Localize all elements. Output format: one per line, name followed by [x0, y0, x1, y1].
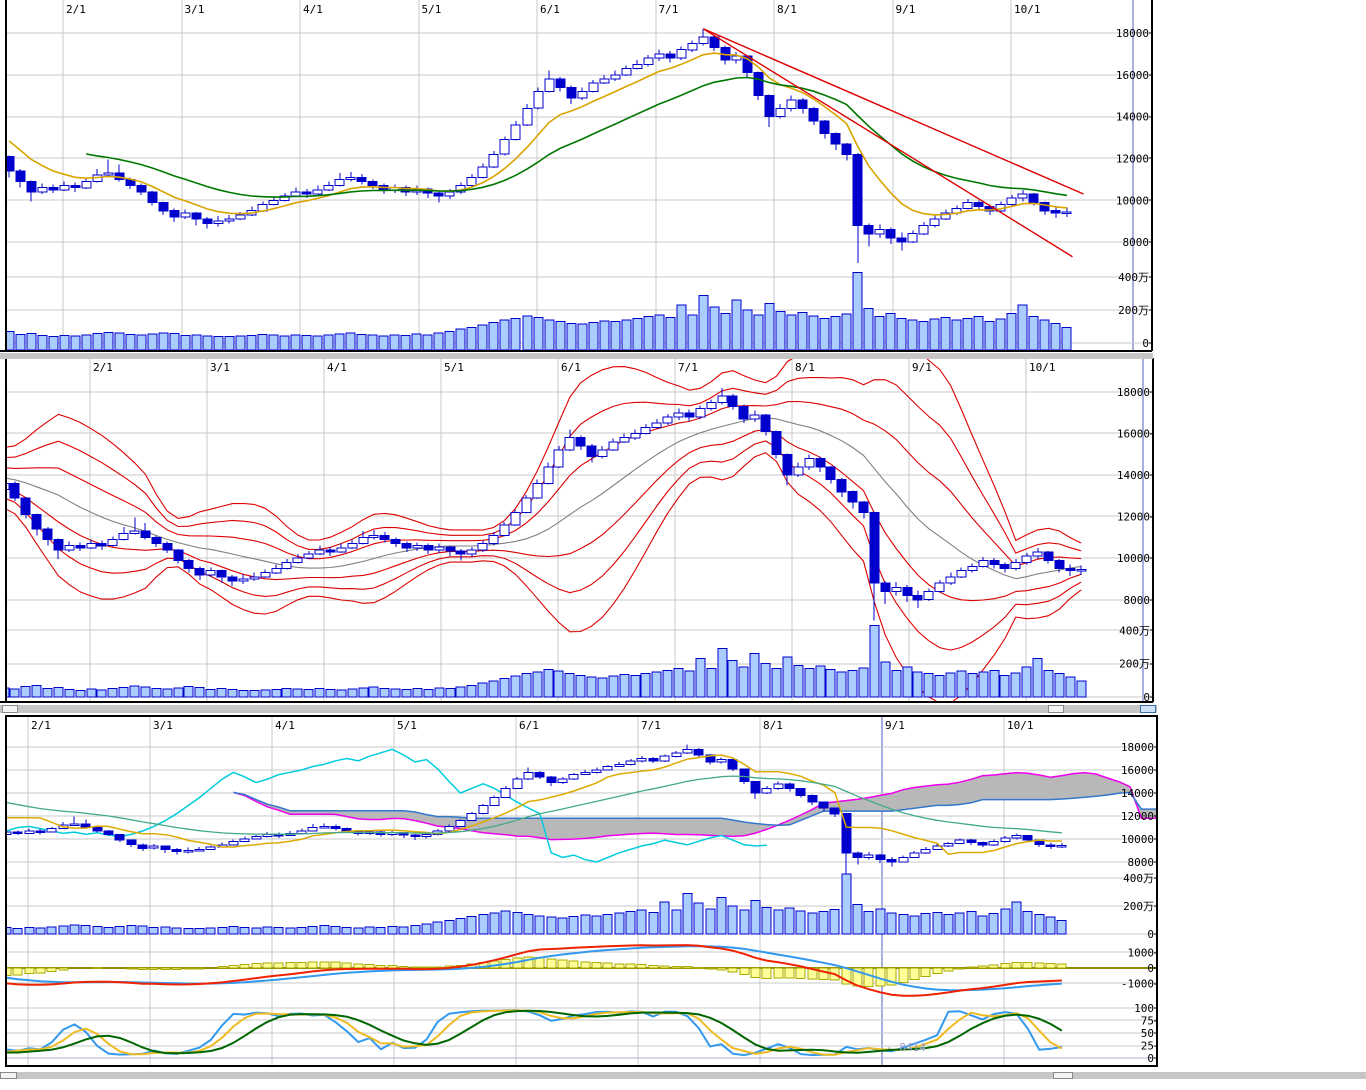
- svg-text:18000: 18000: [1117, 386, 1150, 399]
- stock-code-label: - 8414: [886, 1041, 926, 1054]
- svg-text:5/1: 5/1: [444, 361, 464, 374]
- svg-text:10000: 10000: [1117, 552, 1150, 565]
- svg-text:25: 25: [1141, 1040, 1154, 1053]
- svg-text:18000: 18000: [1121, 741, 1154, 754]
- svg-text:12000: 12000: [1116, 152, 1149, 165]
- svg-text:0: 0: [1147, 1052, 1154, 1065]
- svg-text:14000: 14000: [1117, 469, 1150, 482]
- svg-text:6/1: 6/1: [561, 361, 581, 374]
- svg-text:9/1: 9/1: [885, 719, 905, 732]
- svg-text:4/1: 4/1: [327, 361, 347, 374]
- candles: [6, 28, 1072, 264]
- svg-text:12000: 12000: [1117, 511, 1150, 524]
- panel1-plot: [6, 28, 1084, 350]
- svg-text:200万: 200万: [1118, 304, 1149, 317]
- svg-text:10/1: 10/1: [1014, 3, 1041, 16]
- svg-text:3/1: 3/1: [210, 361, 230, 374]
- svg-text:1000: 1000: [1128, 947, 1155, 960]
- svg-text:100: 100: [1134, 1002, 1154, 1015]
- scrollbar-handle[interactable]: [1053, 1072, 1073, 1079]
- svg-text:200万: 200万: [1123, 900, 1154, 913]
- svg-text:16000: 16000: [1121, 764, 1154, 777]
- month-axis-labels: 2/1 3/1 4/1 5/1 6/1 7/1 8/1 9/1 10/1: [66, 3, 1041, 16]
- svg-text:2/1: 2/1: [93, 361, 113, 374]
- svg-text:18000: 18000: [1116, 27, 1149, 40]
- svg-text:2/1: 2/1: [31, 719, 51, 732]
- svg-text:5/1: 5/1: [397, 719, 417, 732]
- svg-text:0: 0: [1143, 691, 1150, 704]
- gridlines: [6, 358, 1153, 701]
- svg-text:50: 50: [1141, 1027, 1154, 1040]
- value-axis-labels: 18000 16000 14000 12000 10000 8000 400万 200万 0: [1116, 27, 1152, 350]
- svg-text:10/1: 10/1: [1029, 361, 1056, 374]
- panel3-plot: [6, 744, 1157, 1057]
- svg-text:3/1: 3/1: [185, 3, 205, 16]
- candles: [6, 387, 1087, 621]
- svg-text:4/1: 4/1: [275, 719, 295, 732]
- svg-text:0: 0: [1147, 928, 1154, 941]
- svg-text:8000: 8000: [1123, 236, 1150, 249]
- svg-text:6/1: 6/1: [519, 719, 539, 732]
- svg-text:7/1: 7/1: [678, 361, 698, 374]
- svg-text:9/1: 9/1: [896, 3, 916, 16]
- svg-text:75: 75: [1141, 1015, 1154, 1028]
- svg-text:16000: 16000: [1117, 428, 1150, 441]
- svg-text:200万: 200万: [1119, 658, 1150, 671]
- candles: [6, 744, 1067, 874]
- panel2-plot: [6, 358, 1087, 701]
- svg-text:14000: 14000: [1116, 111, 1149, 124]
- svg-text:10000: 10000: [1121, 833, 1154, 846]
- panel2-horizontal-scrollbar[interactable]: [0, 705, 1157, 713]
- macd-histogram: [6, 956, 1067, 987]
- svg-text:8000: 8000: [1124, 594, 1151, 607]
- scrollbar-handle[interactable]: [0, 1072, 17, 1079]
- scrollbar-handle[interactable]: [2, 705, 18, 713]
- panel1-horizontal-scrollbar[interactable]: [0, 353, 1153, 359]
- svg-text:10/1: 10/1: [1007, 719, 1034, 732]
- svg-text:14000: 14000: [1121, 787, 1154, 800]
- panel3-horizontal-scrollbar[interactable]: [0, 1072, 1366, 1079]
- svg-text:0: 0: [1147, 962, 1154, 975]
- svg-text:8000: 8000: [1128, 856, 1155, 869]
- svg-text:8/1: 8/1: [795, 361, 815, 374]
- svg-text:7/1: 7/1: [641, 719, 661, 732]
- svg-text:-1000: -1000: [1121, 978, 1154, 991]
- month-axis-labels: 2/1 3/1 4/1 5/1 6/1 7/1 8/1 9/1 10/1: [31, 719, 1034, 732]
- svg-text:8/1: 8/1: [763, 719, 783, 732]
- svg-text:400万: 400万: [1118, 271, 1149, 284]
- gridlines: [6, 0, 1152, 350]
- svg-text:16000: 16000: [1116, 69, 1149, 82]
- svg-text:0: 0: [1142, 337, 1149, 350]
- svg-text:7/1: 7/1: [659, 3, 679, 16]
- value-axis-labels: 18000 16000 14000 12000 10000 8000 400万 200万 0: [1117, 386, 1153, 704]
- scrollbar-handle[interactable]: [1140, 705, 1156, 713]
- svg-text:400万: 400万: [1119, 624, 1150, 637]
- volume-bars: [6, 873, 1067, 935]
- month-axis-labels: 2/1 3/1 4/1 5/1 6/1 7/1 8/1 9/1 10/1: [93, 361, 1056, 374]
- svg-text:2/1: 2/1: [66, 3, 86, 16]
- svg-text:9/1: 9/1: [912, 361, 932, 374]
- volume-bars: [6, 271, 1072, 350]
- scrollbar-handle[interactable]: [1048, 705, 1064, 713]
- svg-text:8/1: 8/1: [777, 3, 797, 16]
- svg-text:4/1: 4/1: [303, 3, 323, 16]
- svg-text:6/1: 6/1: [540, 3, 560, 16]
- svg-text:5/1: 5/1: [422, 3, 442, 16]
- gridlines: [6, 717, 1157, 1065]
- svg-text:400万: 400万: [1123, 872, 1154, 885]
- value-axis-labels: 18000160001400012000100008000400万200万010…: [1121, 741, 1157, 1065]
- svg-text:3/1: 3/1: [153, 719, 173, 732]
- svg-text:12000: 12000: [1121, 810, 1154, 823]
- svg-text:10000: 10000: [1116, 194, 1149, 207]
- volume-bars: [6, 624, 1087, 698]
